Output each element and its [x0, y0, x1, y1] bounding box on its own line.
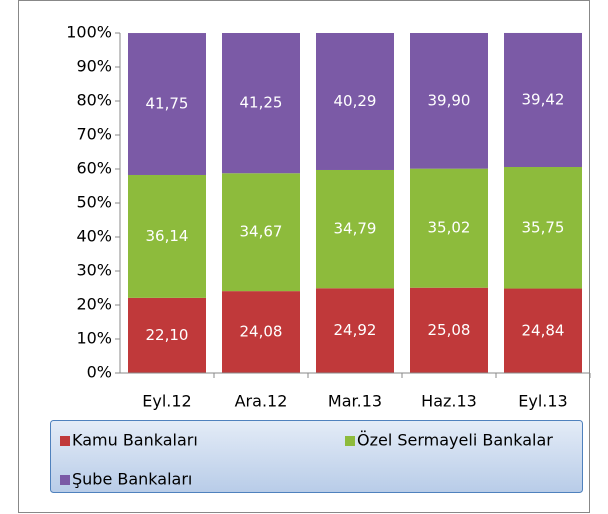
y-tick-label: 0%: [87, 363, 112, 382]
y-tick-label: 100%: [66, 23, 112, 42]
y-tick-label: 40%: [76, 227, 112, 246]
value-label: 34,79: [334, 220, 377, 238]
value-label: 34,67: [240, 223, 283, 241]
value-label: 36,14: [146, 227, 189, 245]
bar-segment: [316, 33, 394, 170]
legend-label: Kamu Bankaları: [72, 431, 198, 450]
x-tick-label: Eyl.12: [142, 392, 191, 411]
value-label: 40,29: [334, 92, 377, 110]
legend-swatch: [345, 436, 355, 446]
bar-segment: [504, 288, 582, 373]
value-label: 24,92: [334, 321, 377, 339]
value-label: 25,08: [428, 321, 471, 339]
bar-segment: [128, 174, 206, 298]
value-label: 35,02: [428, 219, 471, 237]
bar-segment: [316, 288, 394, 373]
y-tick-label: 90%: [76, 57, 112, 76]
value-label: 35,75: [522, 218, 565, 236]
bar-segment: [410, 287, 488, 373]
y-tick-label: 70%: [76, 125, 112, 144]
value-label: 22,10: [146, 326, 189, 344]
bar-segment: [128, 33, 206, 175]
bar-segment: [128, 297, 206, 373]
legend-label: Şube Bankaları: [72, 470, 192, 489]
x-tick-label: Haz.13: [421, 392, 477, 411]
value-label: 24,08: [240, 323, 283, 341]
value-label: 41,25: [240, 94, 283, 112]
value-label: 41,75: [146, 95, 189, 113]
legend-box: [50, 420, 583, 493]
bar-segment: [222, 33, 300, 174]
bar-segment: [410, 168, 488, 288]
legend-swatch: [60, 436, 70, 446]
y-tick-label: 30%: [76, 261, 112, 280]
x-tick-label: Mar.13: [328, 392, 382, 411]
y-tick-label: 50%: [76, 193, 112, 212]
y-tick-label: 60%: [76, 159, 112, 178]
bar-segment: [316, 169, 394, 289]
value-label: 39,42: [522, 90, 565, 108]
value-label: 39,90: [428, 91, 471, 109]
y-tick-label: 10%: [76, 329, 112, 348]
bar-segment: [222, 291, 300, 373]
bar-segment: [504, 32, 582, 167]
x-tick-label: Ara.12: [235, 392, 288, 411]
y-tick-label: 80%: [76, 91, 112, 110]
legend-swatch: [60, 475, 70, 485]
legend-label: Özel Sermayeli Bankalar: [357, 431, 553, 450]
bar-segment: [222, 173, 300, 292]
value-label: 24,84: [522, 321, 565, 339]
bar-segment: [410, 33, 488, 169]
x-tick-label: Eyl.13: [518, 392, 567, 411]
y-tick-label: 20%: [76, 295, 112, 314]
bar-segment: [504, 166, 582, 289]
